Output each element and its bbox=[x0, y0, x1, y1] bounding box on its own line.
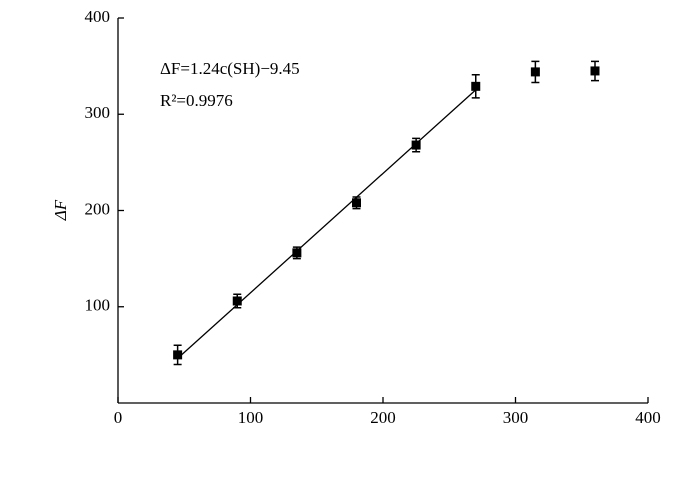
x-tick-label: 300 bbox=[503, 408, 529, 427]
point bbox=[173, 350, 183, 360]
x-tick-label: 0 bbox=[114, 408, 123, 427]
point bbox=[471, 81, 481, 91]
y-tick-label: 200 bbox=[85, 199, 111, 218]
point bbox=[530, 67, 540, 77]
point bbox=[232, 296, 242, 306]
annotation: ΔF=1.24c(SH)−9.45 bbox=[160, 59, 300, 78]
point bbox=[292, 248, 302, 258]
x-tick-label: 400 bbox=[635, 408, 661, 427]
point bbox=[411, 140, 421, 150]
point bbox=[352, 198, 361, 208]
x-tick-label: 200 bbox=[370, 408, 396, 427]
annotation: R²=0.9976 bbox=[160, 91, 233, 110]
y-axis-label: ΔF bbox=[51, 199, 70, 221]
fit-line bbox=[177, 89, 477, 359]
y-tick-label: 100 bbox=[85, 296, 111, 315]
y-tick-label: 300 bbox=[85, 103, 111, 122]
y-tick-label: 400 bbox=[85, 7, 111, 26]
point bbox=[590, 66, 600, 76]
x-tick-label: 100 bbox=[238, 408, 264, 427]
